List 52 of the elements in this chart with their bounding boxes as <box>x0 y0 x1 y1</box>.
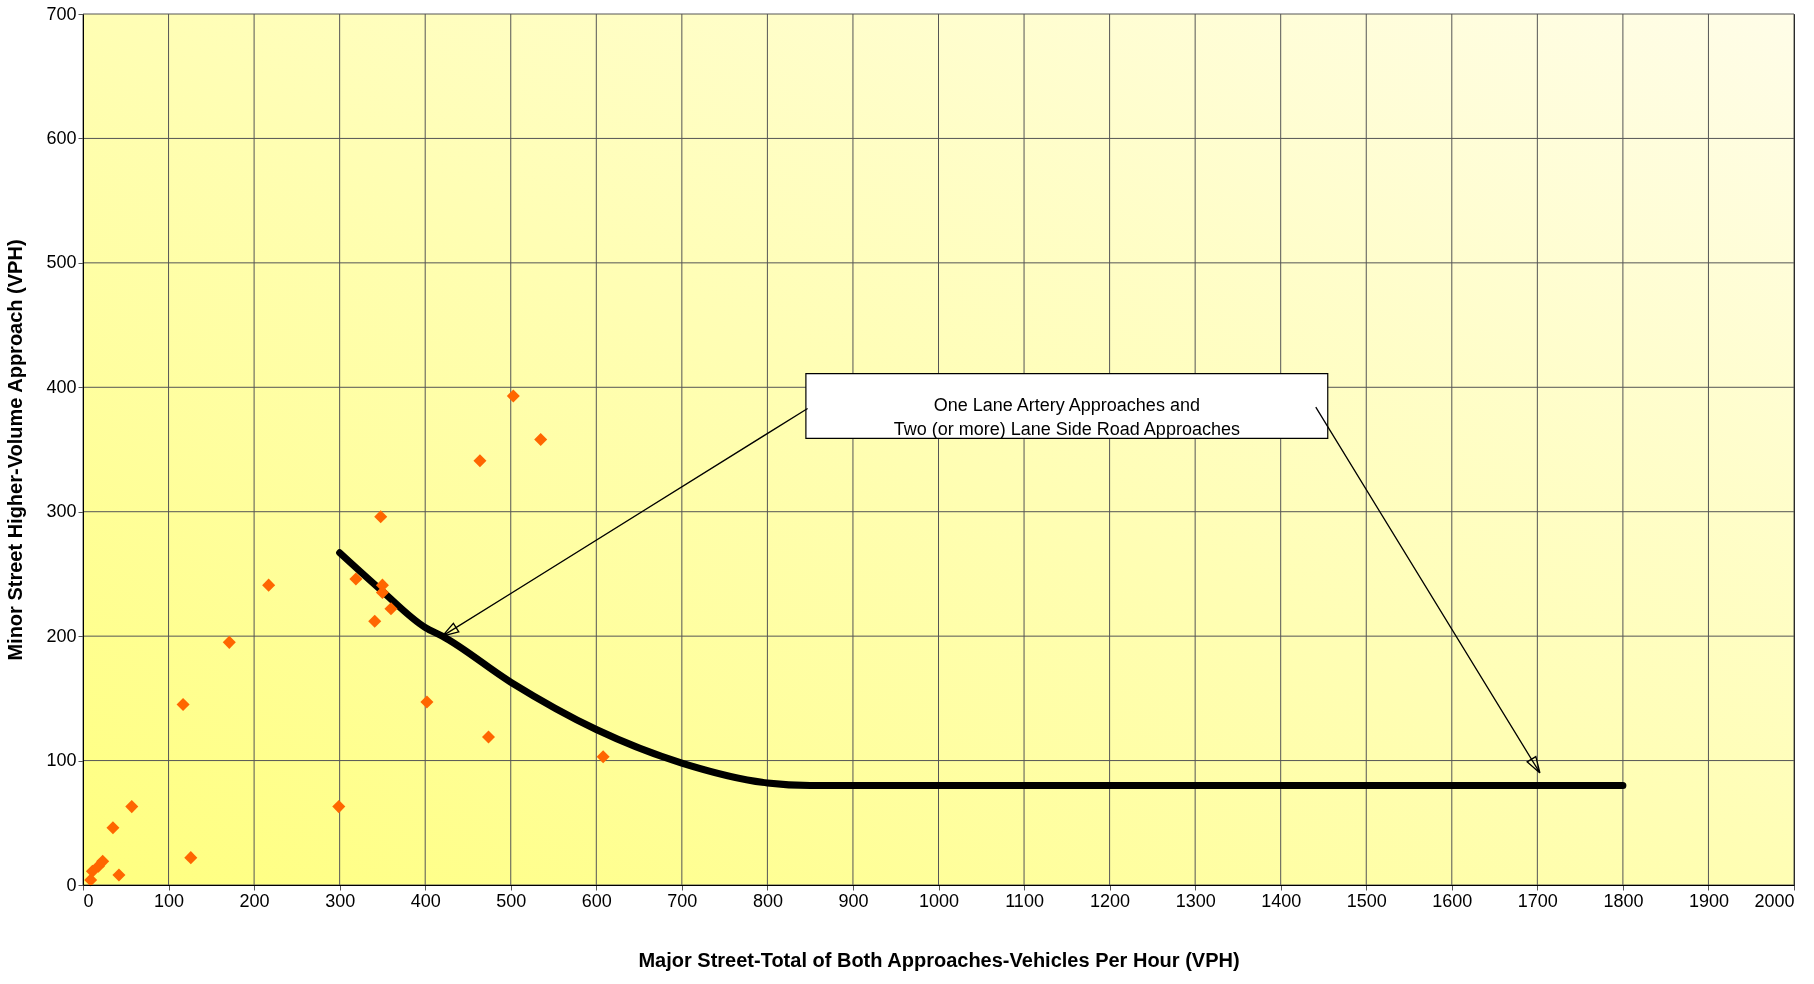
annotation: One Lane Artery Approaches and Two (or more) Lane Side Road Approaches <box>893 394 1240 439</box>
y-tick-label: 600 <box>46 127 77 148</box>
point <box>534 433 548 447</box>
x-tick-label: 900 <box>838 890 869 911</box>
y-tick-label: 300 <box>46 501 77 522</box>
point <box>332 800 346 814</box>
x-tick-label: 0 <box>83 890 94 911</box>
point <box>184 851 198 865</box>
point <box>374 510 388 524</box>
point <box>384 602 398 616</box>
x-tick-label: 1400 <box>1261 890 1302 911</box>
point <box>481 730 496 744</box>
x-tick-label: 300 <box>325 890 356 911</box>
y-tick-label: 500 <box>46 252 77 273</box>
x-tick-label: 100 <box>154 890 185 911</box>
point <box>596 750 610 764</box>
x-tick-label: 600 <box>581 890 612 911</box>
x-tick-label: 1000 <box>918 890 960 911</box>
point <box>96 854 110 868</box>
x-tick-label: 1600 <box>1432 890 1473 911</box>
y-tick-label: 200 <box>46 625 77 646</box>
point <box>125 800 139 814</box>
x-tick-label: 400 <box>410 890 441 911</box>
y-axis-title: Minor Street Higher-Volume Approach (VPH) <box>4 239 27 661</box>
x-tick-label: 2000 <box>1754 890 1795 911</box>
x-tick-label: 1700 <box>1517 890 1558 911</box>
x-tick-label: 500 <box>496 890 527 911</box>
x-tick-label: 1800 <box>1603 890 1644 911</box>
point <box>106 821 120 835</box>
x-tick-label: 200 <box>239 890 270 911</box>
x-tick-label: 1100 <box>1005 890 1044 911</box>
y-tick-label: 400 <box>46 376 77 397</box>
point <box>349 572 363 586</box>
point <box>375 586 389 600</box>
point <box>262 578 276 592</box>
point <box>473 454 487 468</box>
x-axis-title: Major Street-Total of Both Approaches-Vehicles Per Hour (VPH) <box>638 948 1240 971</box>
x-tick-label: 1200 <box>1090 890 1131 911</box>
point <box>222 635 236 649</box>
y-tick-label: 0 <box>66 874 77 895</box>
x-tick-label: 700 <box>667 890 698 911</box>
x-tick-label: 800 <box>752 890 783 911</box>
x-tick-label: 1900 <box>1688 890 1729 911</box>
x-tick-label: 1500 <box>1346 890 1387 911</box>
point <box>368 614 382 628</box>
x-tick-label: 1300 <box>1175 890 1216 911</box>
point <box>506 389 520 403</box>
y-tick-label: 700 <box>46 3 77 24</box>
y-tick-label: 100 <box>46 750 77 771</box>
point <box>420 695 434 709</box>
point <box>176 698 190 712</box>
point <box>112 868 126 882</box>
